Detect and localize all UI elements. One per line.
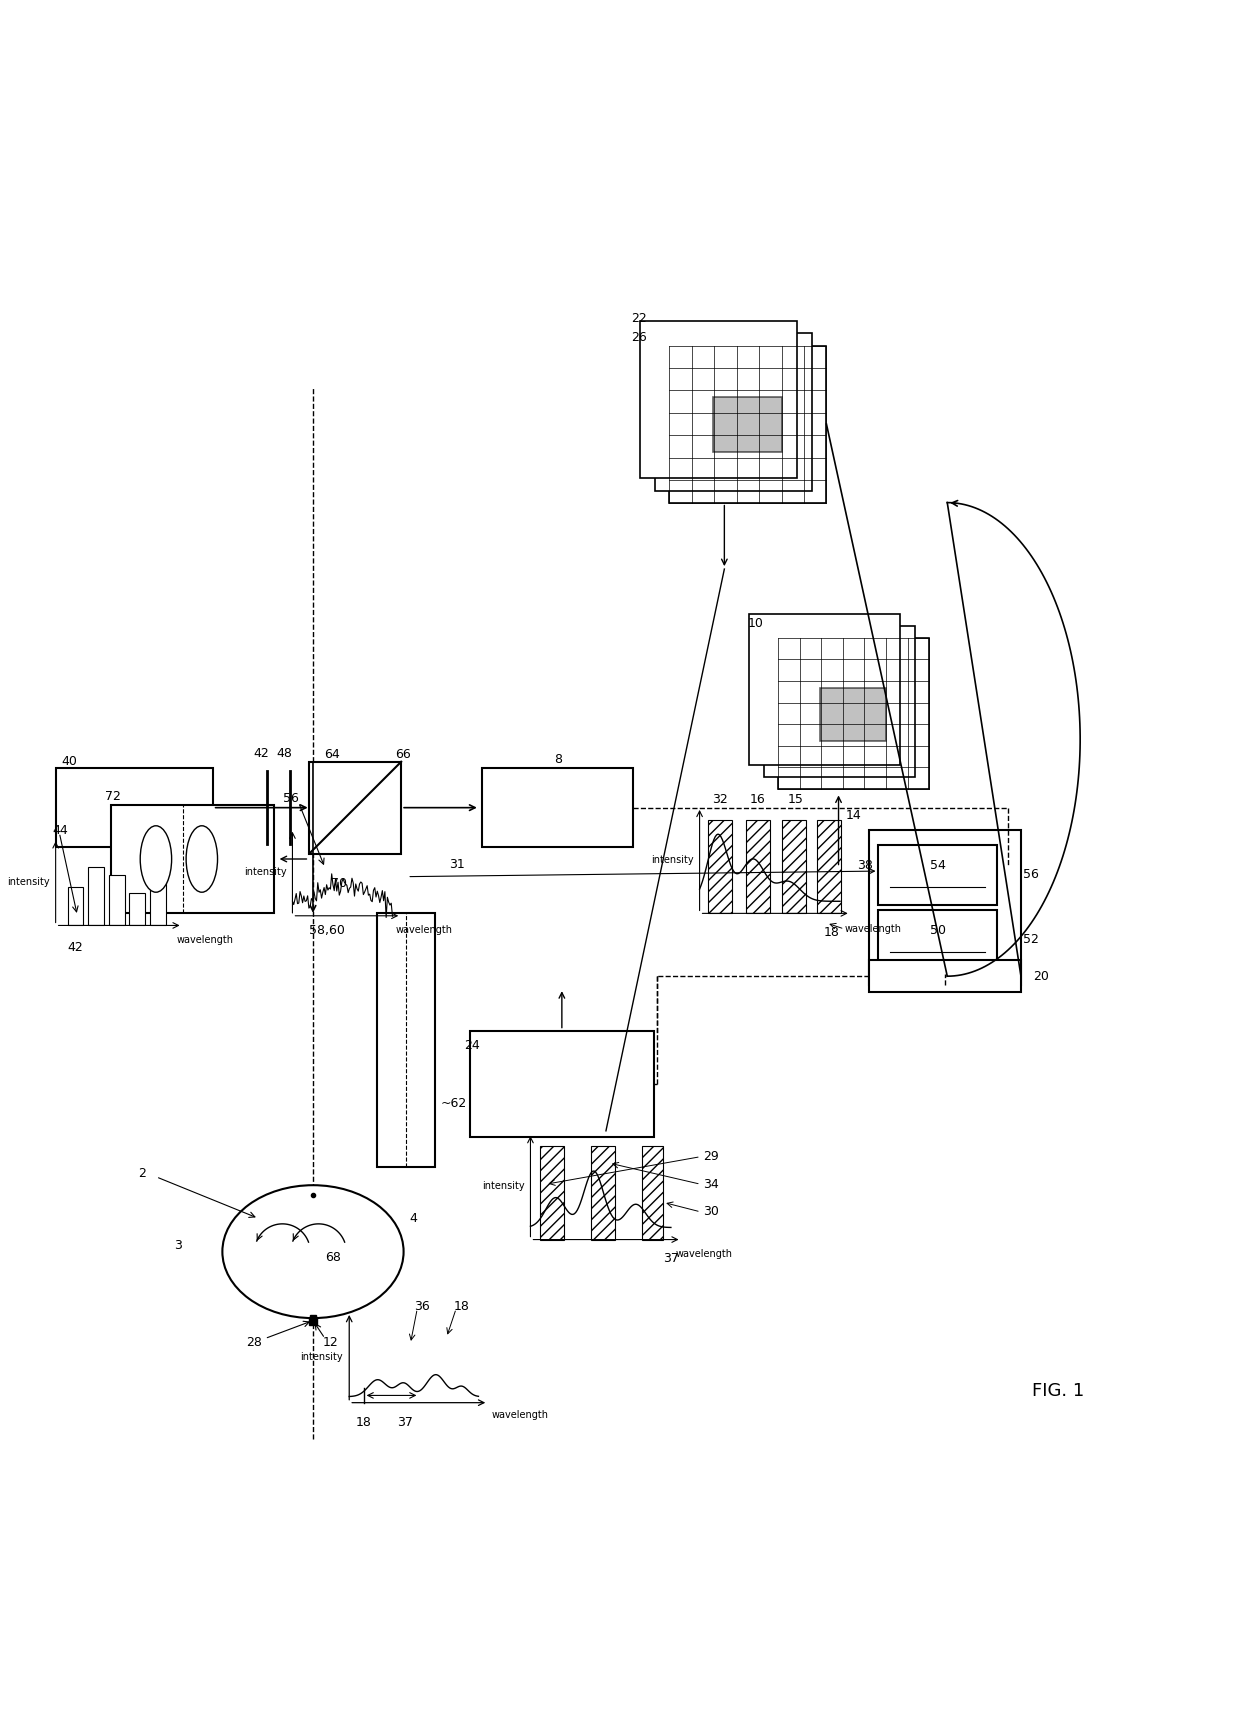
Bar bbox=[869, 960, 1021, 991]
Bar bbox=[781, 819, 806, 914]
Bar bbox=[878, 845, 997, 905]
Text: 52: 52 bbox=[1023, 933, 1039, 947]
Bar bbox=[708, 819, 732, 914]
Text: 44: 44 bbox=[52, 823, 68, 837]
Ellipse shape bbox=[186, 826, 217, 892]
Text: 2: 2 bbox=[138, 1167, 145, 1180]
Text: 38: 38 bbox=[857, 859, 873, 873]
Bar bbox=[56, 768, 213, 847]
Ellipse shape bbox=[140, 826, 171, 892]
Text: 37: 37 bbox=[663, 1252, 680, 1266]
Bar bbox=[749, 613, 900, 765]
Text: 22: 22 bbox=[631, 313, 646, 325]
Text: 8: 8 bbox=[553, 754, 562, 766]
Text: FIG. 1: FIG. 1 bbox=[1032, 1381, 1084, 1400]
Bar bbox=[68, 886, 83, 926]
Text: 36: 36 bbox=[414, 1299, 430, 1313]
Bar bbox=[309, 761, 402, 854]
Text: 34: 34 bbox=[703, 1179, 719, 1191]
Text: 18: 18 bbox=[454, 1299, 469, 1313]
Bar bbox=[878, 911, 997, 971]
Text: 28: 28 bbox=[247, 1337, 263, 1349]
Text: 66: 66 bbox=[396, 747, 410, 761]
Bar bbox=[745, 819, 770, 914]
Bar bbox=[590, 1146, 615, 1240]
Bar bbox=[470, 1031, 653, 1137]
Bar bbox=[817, 819, 841, 914]
Bar bbox=[112, 804, 274, 914]
Text: 12: 12 bbox=[322, 1337, 339, 1349]
Text: 68: 68 bbox=[325, 1251, 341, 1264]
Text: 20: 20 bbox=[1033, 969, 1049, 983]
Text: 10: 10 bbox=[748, 617, 764, 631]
Bar bbox=[88, 868, 104, 926]
Text: 26: 26 bbox=[631, 330, 646, 344]
Bar bbox=[655, 333, 812, 491]
Text: 37: 37 bbox=[398, 1416, 413, 1428]
Bar bbox=[641, 1146, 663, 1240]
Bar bbox=[129, 893, 145, 926]
Text: 42: 42 bbox=[253, 747, 269, 759]
Text: 30: 30 bbox=[703, 1206, 719, 1218]
Text: 70: 70 bbox=[331, 878, 347, 890]
Text: 29: 29 bbox=[703, 1149, 719, 1163]
Text: wavelength: wavelength bbox=[676, 1249, 733, 1259]
Bar bbox=[713, 397, 782, 452]
Bar bbox=[670, 345, 826, 503]
Bar bbox=[377, 914, 435, 1167]
Bar bbox=[640, 321, 797, 478]
Bar bbox=[764, 625, 915, 777]
Text: 18: 18 bbox=[823, 926, 839, 940]
Text: 48: 48 bbox=[277, 747, 291, 759]
Text: 24: 24 bbox=[464, 1039, 480, 1051]
Text: 64: 64 bbox=[324, 747, 340, 761]
Text: 14: 14 bbox=[846, 809, 862, 821]
Text: 50: 50 bbox=[930, 924, 946, 938]
Text: 16: 16 bbox=[749, 794, 765, 806]
Text: wavelength: wavelength bbox=[396, 926, 453, 935]
Text: ~62: ~62 bbox=[441, 1098, 467, 1110]
Text: 56: 56 bbox=[283, 792, 299, 806]
Text: 40: 40 bbox=[62, 754, 78, 768]
Text: wavelength: wavelength bbox=[844, 924, 901, 935]
Bar bbox=[821, 689, 887, 740]
Text: 3: 3 bbox=[174, 1239, 182, 1252]
Text: 56: 56 bbox=[1023, 868, 1039, 881]
Text: 31: 31 bbox=[450, 857, 465, 871]
Text: intensity: intensity bbox=[244, 868, 286, 878]
Bar bbox=[150, 881, 166, 926]
Text: 15: 15 bbox=[787, 794, 804, 806]
Ellipse shape bbox=[222, 1185, 403, 1318]
Text: intensity: intensity bbox=[651, 856, 693, 866]
Bar bbox=[109, 874, 124, 926]
Text: 54: 54 bbox=[930, 859, 946, 873]
Bar bbox=[541, 1146, 564, 1240]
Text: 72: 72 bbox=[105, 790, 122, 802]
Text: 18: 18 bbox=[356, 1416, 371, 1428]
Text: 42: 42 bbox=[68, 941, 83, 953]
Bar bbox=[869, 830, 1021, 984]
Text: intensity: intensity bbox=[300, 1352, 343, 1362]
Bar bbox=[482, 768, 634, 847]
Text: intensity: intensity bbox=[7, 876, 50, 886]
Text: intensity: intensity bbox=[482, 1182, 525, 1191]
Text: 32: 32 bbox=[712, 794, 728, 806]
Text: wavelength: wavelength bbox=[176, 935, 233, 945]
Text: 58,60: 58,60 bbox=[309, 924, 345, 936]
Text: wavelength: wavelength bbox=[492, 1410, 549, 1419]
Text: 4: 4 bbox=[409, 1211, 418, 1225]
Bar bbox=[779, 637, 929, 789]
